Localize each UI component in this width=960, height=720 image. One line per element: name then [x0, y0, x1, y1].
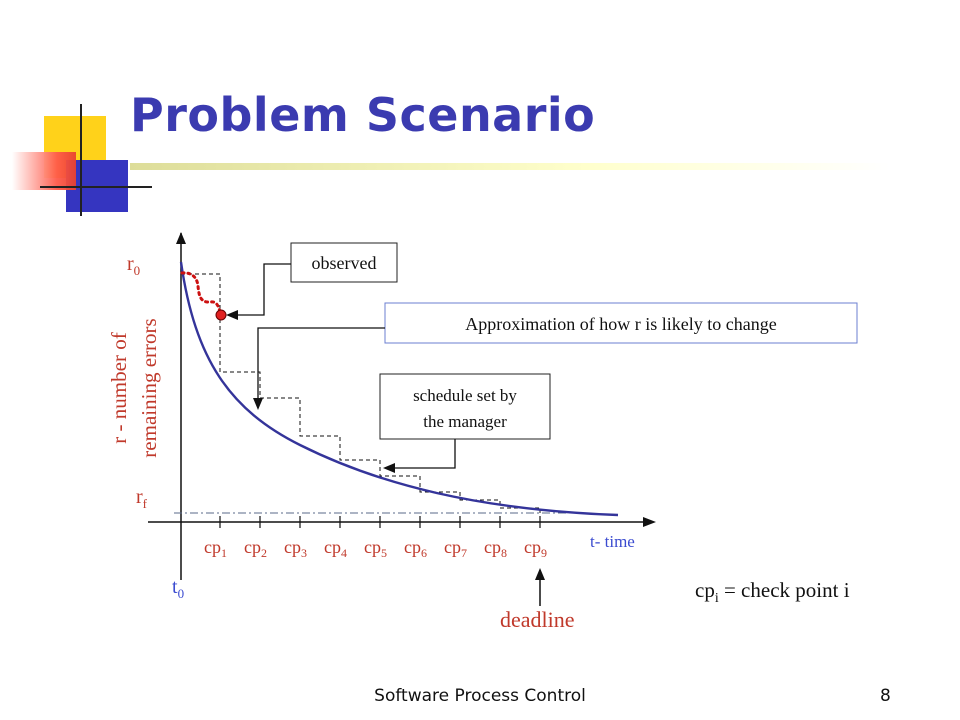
checkpoint-label: cp4 — [324, 537, 347, 560]
checkpoint-label: cp9 — [524, 537, 547, 560]
schedule-staircase — [181, 273, 541, 513]
schedule-callout — [379, 373, 551, 440]
approximation-callout — [384, 302, 858, 344]
svg-text:remaining errors: remaining errors — [137, 318, 161, 457]
svg-text:r - number of: r - number of — [107, 332, 131, 443]
schedule-callout-text: schedule set by — [413, 386, 517, 405]
checkpoint-label: cp7 — [444, 537, 467, 560]
checkpoint-label: cp2 — [244, 537, 267, 560]
checkpoint-label: cp6 — [404, 537, 427, 560]
x-axis-title: t- time — [590, 532, 635, 551]
observed-path — [180, 271, 223, 317]
checkpoint-label: cp5 — [364, 537, 387, 560]
rf-label: rf — [136, 486, 148, 511]
observed-point — [215, 309, 227, 321]
approximation-curve — [179, 261, 619, 517]
checkpoint-label: cp8 — [484, 537, 507, 560]
observed-callout-text: observed — [312, 253, 377, 273]
slide-title: Problem Scenario — [130, 88, 596, 142]
observed-callout-arrow — [226, 263, 291, 320]
slide-footer: Software Process Control — [374, 686, 586, 706]
checkpoint-label: cp1 — [204, 537, 227, 560]
schedule-callout-arrow — [383, 439, 456, 473]
schedule-callout-text: the manager — [423, 412, 507, 431]
checkpoint-legend: cpi = check point i — [695, 578, 850, 606]
y-axis-title: r - number of remaining errors — [107, 318, 161, 457]
approximation-callout-text: Approximation of how r is likely to chan… — [465, 314, 776, 334]
t0-label: t0 — [172, 576, 184, 601]
observed-callout — [290, 242, 398, 283]
y-axis-arrow — [176, 232, 186, 244]
page-number: 8 — [880, 686, 891, 706]
checkpoint-ticks — [219, 516, 541, 528]
r0-label: r0 — [127, 253, 140, 278]
title-underline — [130, 163, 890, 170]
approximation-callout-arrow — [253, 327, 385, 410]
checkpoint-label: cp3 — [284, 537, 307, 560]
x-axis-arrow — [643, 517, 656, 527]
deadline-label: deadline — [500, 607, 575, 632]
